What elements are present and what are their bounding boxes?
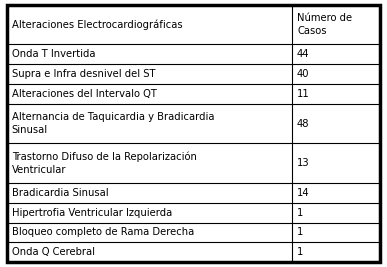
Text: 11: 11 <box>297 89 310 99</box>
Text: Bloqueo completo de Rama Derecha: Bloqueo completo de Rama Derecha <box>12 227 194 237</box>
Text: Onda T Invertida: Onda T Invertida <box>12 49 95 59</box>
Text: Onda Q Cerebral: Onda Q Cerebral <box>12 247 94 257</box>
Text: 1: 1 <box>297 227 303 237</box>
Text: Alternancia de Taquicardia y Bradicardia
Sinusal: Alternancia de Taquicardia y Bradicardia… <box>12 112 214 135</box>
Text: 48: 48 <box>297 119 310 129</box>
Text: 1: 1 <box>297 247 303 257</box>
Text: Hipertrofia Ventricular Izquierda: Hipertrofia Ventricular Izquierda <box>12 208 172 218</box>
Text: Alteraciones Electrocardiográficas: Alteraciones Electrocardiográficas <box>12 19 182 30</box>
Text: Supra e Infra desnivel del ST: Supra e Infra desnivel del ST <box>12 69 155 79</box>
Text: 13: 13 <box>297 158 310 168</box>
Text: 40: 40 <box>297 69 310 79</box>
Text: 44: 44 <box>297 49 310 59</box>
Text: Bradicardia Sinusal: Bradicardia Sinusal <box>12 188 108 198</box>
Text: 14: 14 <box>297 188 310 198</box>
Text: 1: 1 <box>297 208 303 218</box>
Text: Número de
Casos: Número de Casos <box>297 13 352 36</box>
Text: Alteraciones del Intervalo QT: Alteraciones del Intervalo QT <box>12 89 156 99</box>
Text: Trastorno Difuso de la Repolarización
Ventricular: Trastorno Difuso de la Repolarización Ve… <box>12 152 197 175</box>
